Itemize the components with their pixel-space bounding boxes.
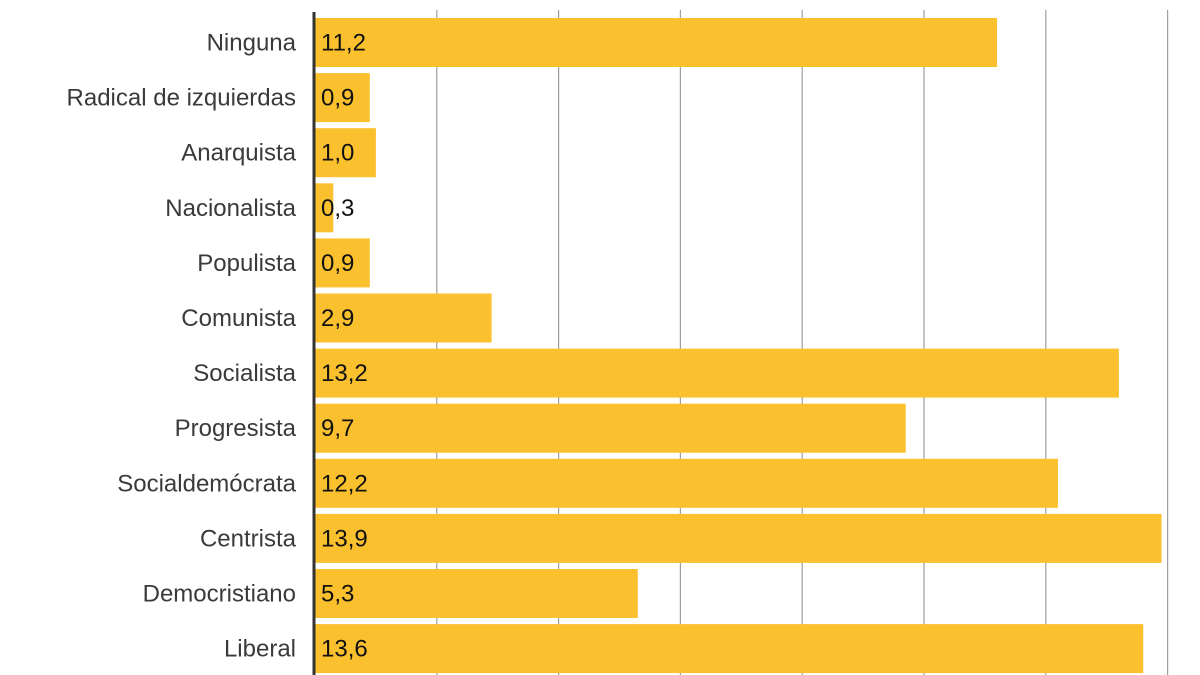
bar	[315, 128, 376, 178]
value-label: 5,3	[321, 581, 354, 608]
bar	[315, 18, 998, 67]
category-label: Democristiano	[143, 581, 296, 608]
value-label: 2,9	[321, 305, 354, 332]
bar	[315, 403, 906, 453]
category-label: Socialista	[193, 360, 296, 387]
category-label: Nacionalista	[165, 195, 296, 222]
category-label: Liberal	[224, 636, 296, 663]
value-labels: 11,2 0,9 1,0 0,3 0,9 2,9 13,2 9,7 12,2 13,9 5,3 13,…	[321, 30, 368, 663]
category-label: Anarquista	[181, 140, 296, 167]
category-label: Centrista	[200, 525, 297, 552]
bar	[315, 569, 638, 618]
bar	[315, 73, 370, 123]
value-label: 13,6	[321, 636, 368, 663]
value-label: 12,2	[321, 470, 368, 497]
bar	[315, 293, 492, 343]
value-label: 0,9	[321, 85, 354, 112]
category-label: Socialdemócrata	[117, 470, 296, 497]
category-label: Ninguna	[207, 30, 297, 57]
value-label: 9,7	[321, 415, 354, 442]
bar	[315, 513, 1162, 563]
bars	[315, 18, 1162, 674]
value-label: 13,9	[321, 525, 368, 552]
bar	[315, 624, 1144, 674]
bar	[315, 458, 1058, 508]
gridlines	[436, 10, 1169, 675]
category-label: Radical de izquierdas	[67, 85, 296, 112]
category-label: Populista	[197, 250, 296, 277]
bar	[315, 238, 370, 288]
value-label: 13,2	[321, 360, 368, 387]
value-label: 0,9	[321, 250, 354, 277]
value-label: 1,0	[321, 140, 354, 167]
value-label: 0,3	[321, 195, 354, 222]
bar	[315, 183, 334, 233]
bar	[315, 348, 1119, 398]
value-label: 11,2	[321, 30, 366, 57]
category-label: Progresista	[175, 415, 297, 442]
category-label: Comunista	[181, 305, 296, 332]
category-labels: Ninguna Radical de izquierdas Anarquista Na…	[67, 30, 297, 663]
